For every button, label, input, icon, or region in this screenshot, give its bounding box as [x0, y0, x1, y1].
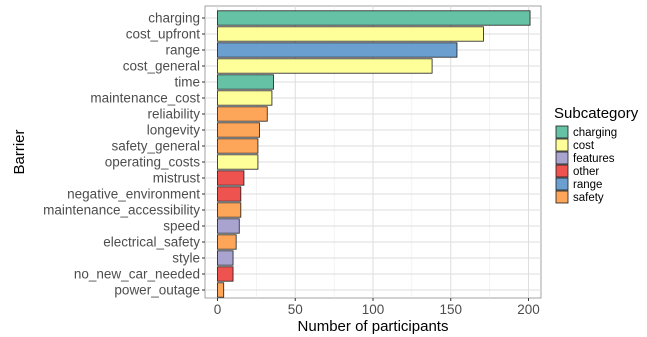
x-tick-label: 50 [288, 302, 303, 317]
legend-label: range [573, 179, 602, 191]
bar-no-new-car-needed [217, 266, 234, 282]
y-tick-label: maintenance_accessibility [43, 203, 200, 218]
bar-safety-general [217, 138, 259, 154]
legend-label: cost [573, 140, 595, 152]
legend-swatch-range [555, 177, 569, 191]
y-tick-label: style [172, 251, 200, 266]
legend-swatch-features [555, 151, 569, 165]
x-ticks: 0 50 100 150 200 [214, 298, 540, 317]
y-tick-label: maintenance_cost [90, 91, 200, 106]
y-tick-label: negative_environment [67, 187, 200, 202]
y-tick-label: safety_general [111, 139, 200, 154]
x-tick-label: 100 [362, 302, 385, 317]
y-tick-label: reliability [147, 107, 200, 122]
bars [217, 10, 531, 298]
y-tick-labels: chargingcost_upfrontrangecost_generaltim… [43, 11, 205, 298]
bar-cost-general [217, 58, 433, 74]
x-tick-label: 150 [439, 302, 462, 317]
y-tick-label: range [165, 43, 200, 58]
x-tick-label: 200 [517, 302, 540, 317]
legend-label: features [573, 153, 615, 165]
y-tick-label: no_new_car_needed [74, 267, 200, 282]
y-tick-label: cost_general [123, 59, 200, 74]
legend-swatch-safety [555, 190, 569, 204]
bar-time [217, 74, 274, 90]
bar-cost-upfront [217, 26, 484, 42]
bar-power-outage [217, 282, 225, 298]
x-axis-title: Number of participants [298, 318, 449, 335]
bar-maintenance-accessibility [217, 202, 242, 218]
y-tick-label: cost_upfront [126, 27, 201, 42]
legend-swatch-charging [555, 125, 569, 139]
legend-label: safety [573, 192, 604, 204]
y-tick-label: speed [163, 219, 200, 234]
y-axis-title: Barrier [11, 129, 28, 174]
bar-charging [217, 10, 531, 26]
legend-title: Subcategory [554, 105, 639, 122]
y-tick-label: operating_costs [105, 155, 201, 170]
legend-label: charging [573, 127, 617, 139]
legend-swatch-other [555, 164, 569, 178]
y-tick-label: longevity [147, 123, 201, 138]
y-tick-label: time [174, 75, 200, 90]
bar-reliability [217, 106, 268, 122]
bar-operating-costs [217, 154, 259, 170]
legend-label: other [573, 166, 599, 178]
y-tick-label: electrical_safety [103, 235, 200, 250]
bar-speed [217, 218, 240, 234]
legend-swatch-cost [555, 138, 569, 152]
x-tick-label: 0 [214, 302, 222, 317]
bar-negative-environment [217, 186, 242, 202]
bar-maintenance-cost [217, 90, 273, 106]
bar-longevity [217, 122, 260, 138]
bar-electrical-safety [217, 234, 237, 250]
y-tick-label: charging [148, 11, 200, 26]
bar-range [217, 42, 458, 58]
y-tick-label: mistrust [153, 171, 200, 186]
y-tick-label: power_outage [114, 283, 200, 298]
bar-style [217, 250, 234, 266]
bar-mistrust [217, 170, 245, 186]
